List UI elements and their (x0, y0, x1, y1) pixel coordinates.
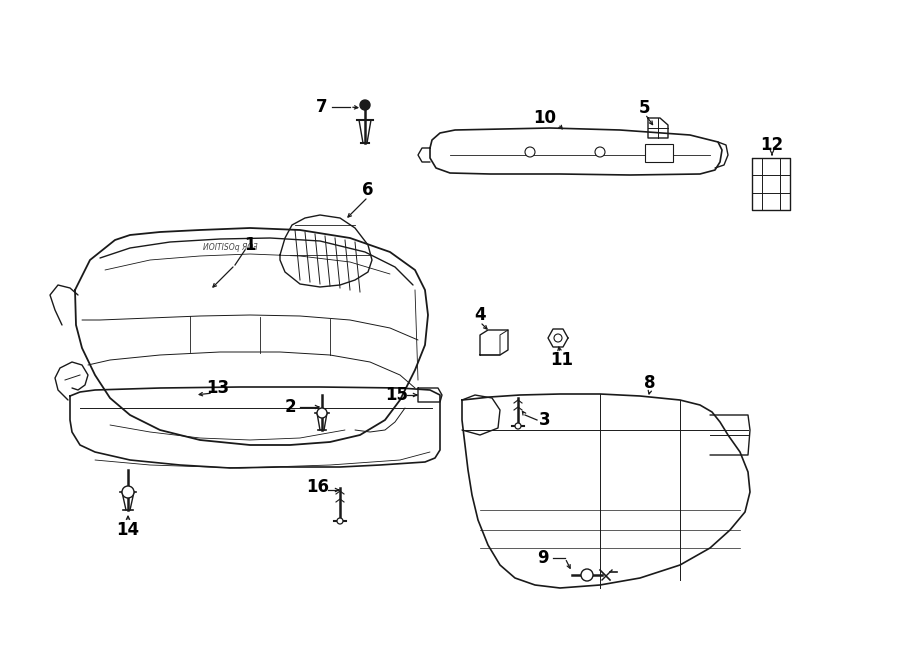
Circle shape (525, 147, 535, 157)
Text: 8: 8 (644, 374, 656, 392)
Circle shape (360, 100, 370, 110)
Text: 3: 3 (539, 411, 551, 429)
Circle shape (122, 486, 134, 498)
Text: 12: 12 (760, 136, 784, 154)
Text: 15: 15 (385, 386, 409, 404)
Circle shape (595, 147, 605, 157)
Text: 2: 2 (284, 398, 296, 416)
Circle shape (554, 334, 562, 342)
Circle shape (337, 518, 343, 524)
Text: 13: 13 (206, 379, 230, 397)
Circle shape (581, 569, 593, 581)
Text: 4: 4 (474, 306, 486, 324)
Text: ИOITISOq ЯOꟻ: ИOITISOq ЯOꟻ (202, 243, 257, 253)
Circle shape (317, 408, 327, 418)
Text: 16: 16 (307, 478, 329, 496)
Text: 5: 5 (639, 99, 651, 117)
Text: 14: 14 (116, 521, 140, 539)
Text: 1: 1 (244, 236, 256, 254)
Bar (645, 144, 673, 162)
Text: 6: 6 (362, 181, 374, 199)
Text: 9: 9 (537, 549, 549, 567)
Text: 7: 7 (316, 98, 328, 116)
Text: 10: 10 (534, 109, 556, 127)
Text: 11: 11 (551, 351, 573, 369)
Circle shape (515, 423, 521, 429)
